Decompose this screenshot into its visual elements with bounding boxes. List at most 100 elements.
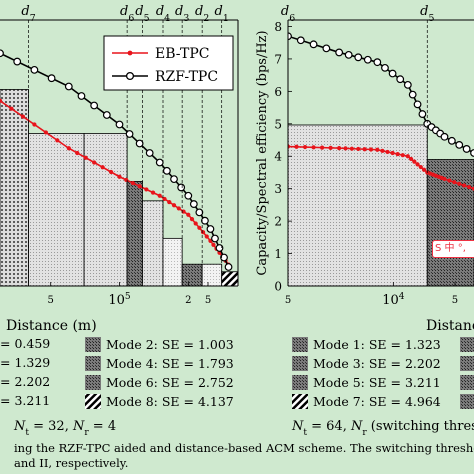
point-right-0-10 (362, 147, 367, 152)
threshold-label-right-0: d6 (281, 4, 295, 24)
mode-region-left-3 (126, 181, 143, 286)
point-right-0-13 (380, 148, 385, 153)
mode-label-right-1: Mode 3: SE = 2.202 (313, 356, 441, 371)
mode-legend-left: = 0.459 = 1.329 = 2.202 = 3.211 Mode 2: SE =… (0, 336, 234, 409)
point-left-0-9 (92, 160, 97, 165)
point-left-0-26 (193, 221, 198, 226)
point-left-1-16 (184, 191, 193, 200)
point-right-0-8 (349, 146, 354, 151)
point-right-0-15 (390, 150, 395, 156)
mode-region-right-1 (426, 159, 474, 286)
point-left-1-13 (162, 166, 171, 175)
point-left-0-22 (176, 206, 181, 211)
caption-parameters-right: Nt = 64, Nr (switching thresholds and (291, 419, 474, 438)
point-left-1-21 (211, 234, 219, 243)
point-right-1-20 (440, 132, 449, 141)
point-right-0-4 (319, 145, 325, 150)
point-right-1-21 (447, 136, 456, 145)
point-left-0-7 (75, 150, 80, 156)
mode-region-left-5 (162, 237, 183, 286)
point-left-0-21 (171, 203, 177, 208)
x-tick-label-right-2: 5 (452, 295, 458, 306)
point-left-0-27 (197, 225, 202, 230)
point-left-0-10 (100, 165, 105, 170)
point-left-1-1 (13, 57, 22, 66)
point-left-0-3 (32, 122, 37, 127)
point-right-0-6 (337, 146, 342, 151)
caption-parameters-left: Nt = 32, Nr = 4 (13, 419, 116, 438)
series-legend-frame (103, 35, 234, 91)
point-right-0-14 (385, 149, 390, 155)
point-right-0-34 (462, 183, 467, 188)
y-tick-label-right-7: 7 (274, 52, 282, 66)
point-right-1-6 (354, 53, 363, 62)
point-left-1-10 (135, 139, 144, 148)
point-right-1-14 (413, 100, 422, 109)
legend-marker-eb-tpc (127, 50, 133, 56)
point-right-0-19 (408, 156, 414, 162)
point-right-0-20 (412, 159, 417, 164)
point-left-1-20 (206, 225, 215, 233)
mode-swatch-right-1 (292, 356, 308, 371)
mode-region-left-1 (28, 133, 85, 286)
threshold-label-left-0: d7 (21, 4, 35, 24)
point-left-0-2 (20, 114, 26, 119)
point-right-1-24 (470, 149, 474, 157)
threshold-label-left-1: d6 (120, 4, 134, 24)
point-right-0-16 (395, 151, 400, 157)
mode-label-right-0: Mode 1: SE = 1.323 (313, 337, 441, 352)
point-left-0-15 (137, 184, 142, 189)
point-left-1-4 (64, 82, 73, 91)
mode-region-left-7 (201, 263, 223, 286)
point-left-1-7 (102, 111, 111, 119)
y-tick-label-right-0: 0 (274, 280, 282, 294)
point-right-0-3 (311, 145, 316, 150)
point-right-0-17 (400, 153, 405, 158)
x-tick-label-right-1: 104 (382, 292, 405, 308)
threshold-label-right-1: d5 (420, 4, 434, 24)
point-left-1-2 (30, 65, 39, 74)
point-right-1-4 (335, 48, 344, 57)
point-left-0-31 (211, 242, 216, 247)
mode-legend-left-partial-1: = 1.329 (0, 355, 50, 370)
mode-swatch-right-extra-1 (460, 356, 474, 371)
point-right-0-0 (288, 144, 291, 149)
mode-swatch-left-3 (85, 394, 101, 409)
point-left-0-11 (108, 169, 114, 175)
mode-label-left-0: Mode 2: SE = 1.003 (106, 337, 234, 352)
point-right-0-7 (343, 146, 348, 151)
mode-label-left-3: Mode 8: SE = 4.137 (106, 394, 234, 409)
mode-region-left-8 (221, 271, 238, 286)
point-left-1-11 (145, 149, 154, 157)
point-left-1-3 (47, 74, 56, 83)
point-right-0-1 (294, 144, 299, 149)
mode-legend-left-partial-3: = 3.211 (0, 393, 50, 408)
series-legend: EB-TPC RZF-TPC (103, 35, 234, 91)
threshold-label-left-6: d1 (215, 4, 229, 24)
left-chart: d7 d6 d5 d4 d3 d2 d1 5 105 2 5 Distance (m) (0, 4, 239, 334)
point-left-0-19 (162, 196, 167, 202)
point-right-0-36 (471, 186, 474, 191)
point-right-0-18 (405, 154, 410, 159)
point-right-0-33 (457, 181, 462, 186)
point-right-1-7 (363, 55, 372, 64)
mode-swatch-right-extra-2 (460, 375, 474, 390)
point-left-1-19 (201, 216, 209, 225)
mode-region-left-0 (0, 89, 29, 286)
mode-region-left-4 (142, 200, 164, 286)
legend-label-eb-tpc: EB-TPC (155, 46, 209, 62)
y-tick-label-right-6: 6 (274, 85, 282, 99)
point-right-1-13 (408, 90, 417, 99)
point-right-1-12 (403, 80, 412, 89)
x-tick-label-left-0: 5 (48, 295, 54, 306)
point-right-1-22 (455, 140, 464, 149)
translate-badge[interactable]: S 中 °, (432, 240, 474, 258)
point-right-1-2 (309, 40, 318, 49)
point-left-0-18 (157, 193, 162, 198)
x-axis-label-left: Distance (m) (6, 318, 97, 334)
y-tick-label-right-2: 2 (274, 215, 282, 229)
threshold-label-left-2: d5 (135, 4, 149, 24)
point-right-1-3 (322, 44, 331, 53)
point-left-0-17 (150, 190, 156, 195)
